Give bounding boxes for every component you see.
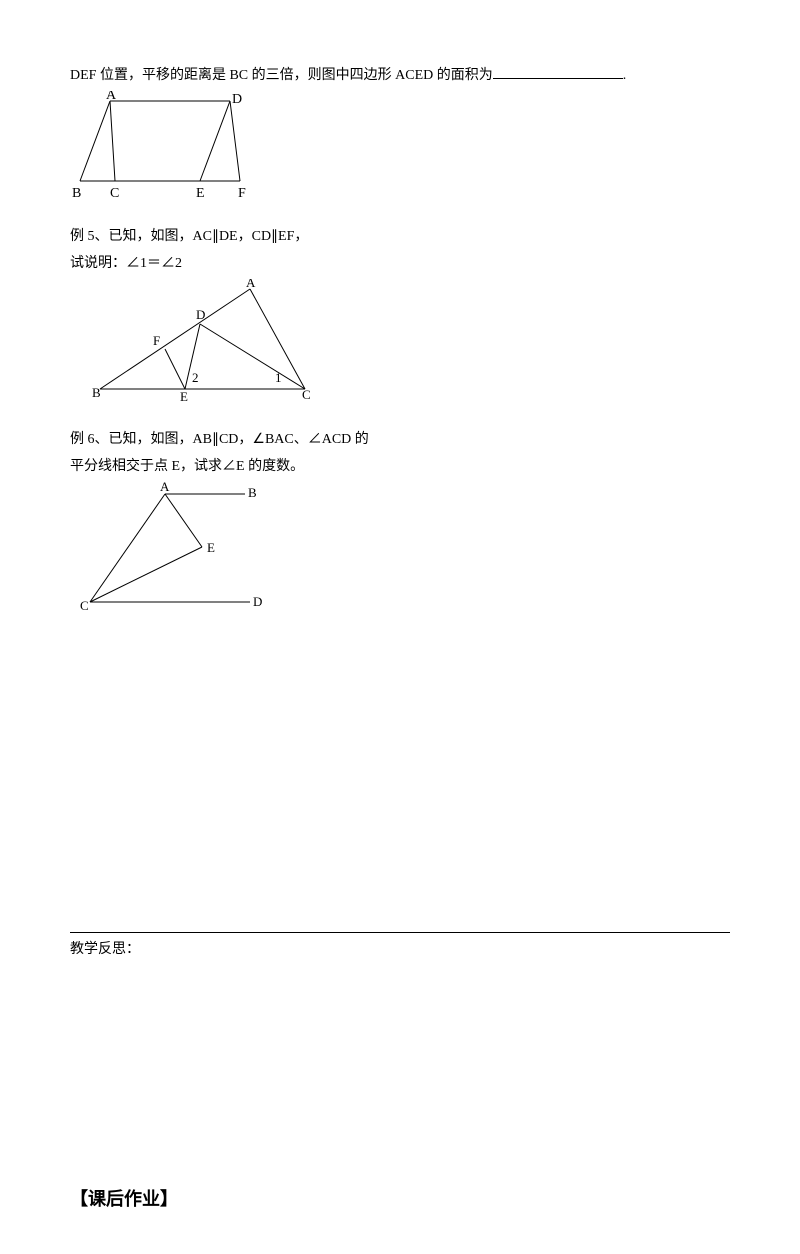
ex6-line2: 平分线相交于点 E，试求∠E 的度数。 [70, 456, 730, 478]
blank-underline [493, 64, 623, 79]
label-E3: E [207, 540, 215, 555]
label-A2: A [246, 279, 256, 290]
ex6-line1: 例 6、已知，如图，AB∥CD，∠BAC、∠ACD 的 [70, 429, 730, 451]
label-2: 2 [192, 370, 199, 385]
example-6: 例 6、已知，如图，AB∥CD，∠BAC、∠ACD 的 平分线相交于点 E，试求… [70, 429, 730, 478]
label-1: 1 [275, 370, 282, 385]
label-F2: F [153, 333, 160, 348]
ex5-line2: 试说明：∠1＝∠2 [70, 253, 730, 275]
spacer-1 [70, 632, 730, 892]
figure-1: A D B C E F [70, 91, 290, 206]
label-A3: A [160, 482, 170, 494]
label-D3: D [253, 594, 262, 609]
label-D: D [232, 92, 242, 107]
reflection-label: 教学反思： [70, 939, 730, 961]
label-D2: D [196, 307, 205, 322]
example-5: 例 5、已知，如图，AC∥DE，CD∥EF， 试说明：∠1＝∠2 [70, 226, 730, 275]
figure-2: A B C D E F 1 2 [70, 279, 350, 409]
label-C2: C [302, 387, 311, 402]
label-B3: B [248, 485, 257, 500]
label-E2: E [180, 389, 188, 404]
homework-title: 【课后作业】 [70, 1185, 730, 1214]
label-E: E [196, 186, 205, 201]
label-B: B [72, 186, 81, 201]
intro-period: . [623, 68, 627, 83]
spacer-2 [70, 965, 730, 1085]
divider [70, 932, 730, 933]
label-C3: C [80, 598, 89, 613]
ex5-line1: 例 5、已知，如图，AC∥DE，CD∥EF， [70, 226, 730, 248]
intro-text: DEF 位置，平移的距离是 BC 的三倍，则图中四边形 ACED 的面积为 [70, 68, 493, 83]
label-B2: B [92, 385, 101, 400]
label-C: C [110, 186, 119, 201]
label-A: A [106, 91, 117, 103]
intro-line: DEF 位置，平移的距离是 BC 的三倍，则图中四边形 ACED 的面积为. [70, 64, 730, 87]
figure-3: A B C D E [70, 482, 290, 622]
label-F: F [238, 186, 246, 201]
